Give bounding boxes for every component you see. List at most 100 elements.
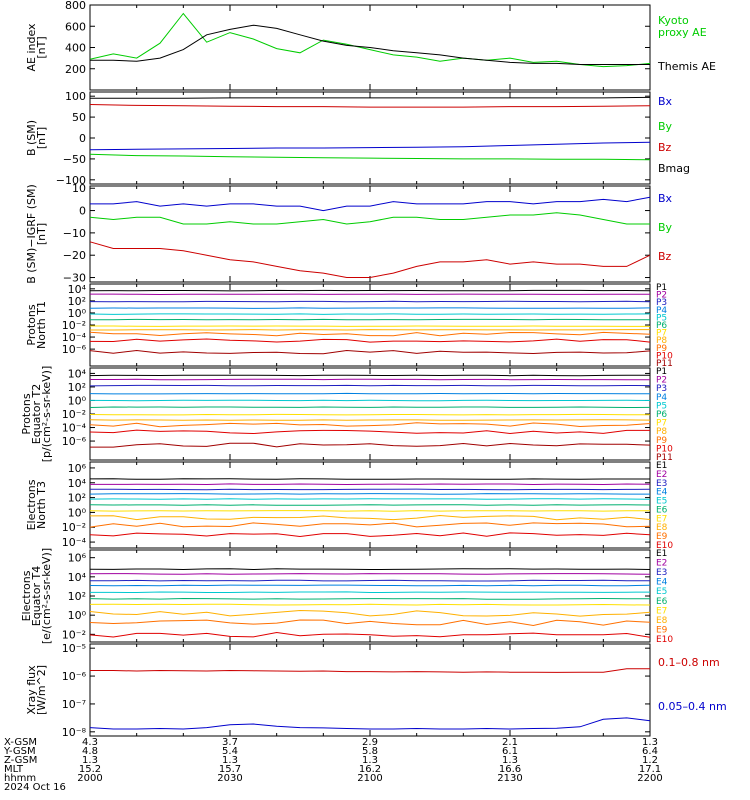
channel-line-p1 <box>89 289 651 292</box>
ephemeris-label: Y-GSM <box>3 746 36 757</box>
ephemeris-value: 6.1 <box>502 746 518 757</box>
legend-label: 0.1–0.8 nm <box>658 656 720 669</box>
series-line-bx <box>90 196 651 212</box>
series-line-by <box>89 212 650 225</box>
channel-line-e1 <box>89 568 651 571</box>
channel-line-e2 <box>90 483 651 486</box>
ephemeris-value: 2.9 <box>362 737 378 748</box>
channel-line-e4 <box>89 493 650 495</box>
legend-e9: E9 <box>656 532 668 542</box>
y-tick-label: 50 <box>72 111 86 124</box>
y-tick-label: 10⁻⁶ <box>62 435 87 448</box>
channel-line-p7 <box>89 413 650 416</box>
y-axis-label: [nT] <box>35 36 48 58</box>
channel-line-e8 <box>89 609 651 617</box>
legend-e9: E9 <box>656 625 668 635</box>
ephemeris-value: 2.1 <box>502 737 518 748</box>
y-axis-label: [nT] <box>35 127 48 149</box>
ephemeris-value: 2100 <box>357 773 382 784</box>
series-line-themis-ae <box>90 24 650 65</box>
legend-p11: P11 <box>656 453 673 463</box>
y-tick-label: −100 <box>56 174 86 187</box>
legend-e3: E3 <box>656 479 667 489</box>
y-tick-label: 10⁻² <box>62 628 86 641</box>
y-tick-label: 10⁻⁴ <box>62 331 87 344</box>
y-axis-label: Protons <box>25 304 38 345</box>
y-tick-label: −10 <box>63 227 86 240</box>
y-tick-label: 200 <box>65 63 86 76</box>
legend-e2: E2 <box>656 470 667 480</box>
panel-frame-bdiff <box>89 185 651 283</box>
channel-line-e8 <box>89 514 651 521</box>
ephemeris-value: 1.2 <box>642 755 658 766</box>
channel-line-p6 <box>89 406 651 409</box>
legend-d-By: By <box>658 221 673 234</box>
channel-line-p10 <box>89 429 650 435</box>
series-line-bmag <box>90 96 651 99</box>
legend-e5: E5 <box>656 497 667 507</box>
legend-e2: E2 <box>656 559 667 569</box>
channel-line-e1 <box>89 478 650 480</box>
legend-label: Bx <box>658 192 673 205</box>
legend-p2: P2 <box>656 376 667 386</box>
legend-label: Bmag <box>658 162 690 175</box>
legend-p7: P7 <box>656 329 667 339</box>
legend-e6: E6 <box>656 597 668 607</box>
y-tick-label: 10⁶ <box>68 552 87 565</box>
y-axis-label: North T3 <box>35 481 48 529</box>
legend-e1: E1 <box>656 549 667 559</box>
legend-b-By: By <box>658 120 673 133</box>
y-tick-label: 10⁴ <box>68 571 87 584</box>
channel-line-p10 <box>89 338 651 343</box>
y-axis-label: North T1 <box>35 301 48 349</box>
channel-line-p9 <box>89 331 651 337</box>
channel-line-e10 <box>89 532 651 538</box>
y-tick-label: 10⁰ <box>68 506 87 519</box>
legend-e7: E7 <box>656 514 667 524</box>
legend-p7: P7 <box>656 419 667 429</box>
y-tick-label: 10⁶ <box>68 462 87 475</box>
channel-line-e5 <box>89 498 651 500</box>
y-tick-label: 10⁰ <box>68 307 87 320</box>
y-tick-label: 10⁻⁵ <box>62 642 86 655</box>
y-tick-label: 10⁰ <box>68 394 87 407</box>
legend-p10: P10 <box>656 351 673 361</box>
legend-p6: P6 <box>656 321 667 331</box>
channel-line-p4 <box>89 392 651 395</box>
channel-line-p1 <box>89 374 651 377</box>
legend-b-Bmag: Bmag <box>658 162 690 175</box>
y-tick-label: 10⁻² <box>62 408 86 421</box>
y-tick-label: 0 <box>79 205 86 218</box>
ephemeris-value: 1.3 <box>82 755 98 766</box>
ephemeris-value: 1.3 <box>362 755 378 766</box>
y-axis-label: Xray flux <box>25 665 38 715</box>
date-label: 2024 Oct 16 <box>4 782 66 793</box>
y-axis-label: Equator T4 <box>30 566 43 626</box>
series-line-0-1-0-8-nm <box>90 668 650 673</box>
legend-p8: P8 <box>656 427 667 437</box>
y-tick-label: 0 <box>79 132 86 145</box>
y-tick-label: 10⁻⁶ <box>62 343 87 356</box>
y-tick-label: 10⁻⁷ <box>62 698 86 711</box>
legend-themis: Themis AE <box>657 60 716 73</box>
channel-line-e3 <box>90 579 651 582</box>
legend-p3: P3 <box>656 384 667 394</box>
y-tick-label: 10⁴ <box>68 367 87 380</box>
legend-e10: E10 <box>656 635 673 645</box>
channel-line-e6 <box>89 504 651 506</box>
ephemeris-label: MLT <box>4 764 24 775</box>
channel-line-p5 <box>89 313 651 315</box>
legend-d-Bz: Bz <box>658 250 672 263</box>
legend-p5: P5 <box>656 313 667 323</box>
y-tick-label: 10² <box>68 590 86 603</box>
panel-bdiff: 10 0 −10 −20 −30 B (SM)−IGRF (SM)[nT] <box>25 182 651 285</box>
ephemeris-label: Z-GSM <box>4 755 37 766</box>
ephemeris-value: 3.7 <box>222 737 238 748</box>
y-tick-label: 10⁴ <box>68 283 87 296</box>
series-line-by <box>89 153 651 161</box>
channel-line-e5 <box>90 591 651 594</box>
y-axis-label: B (SM)−IGRF (SM) <box>25 184 38 284</box>
series-line-bz <box>89 104 651 108</box>
